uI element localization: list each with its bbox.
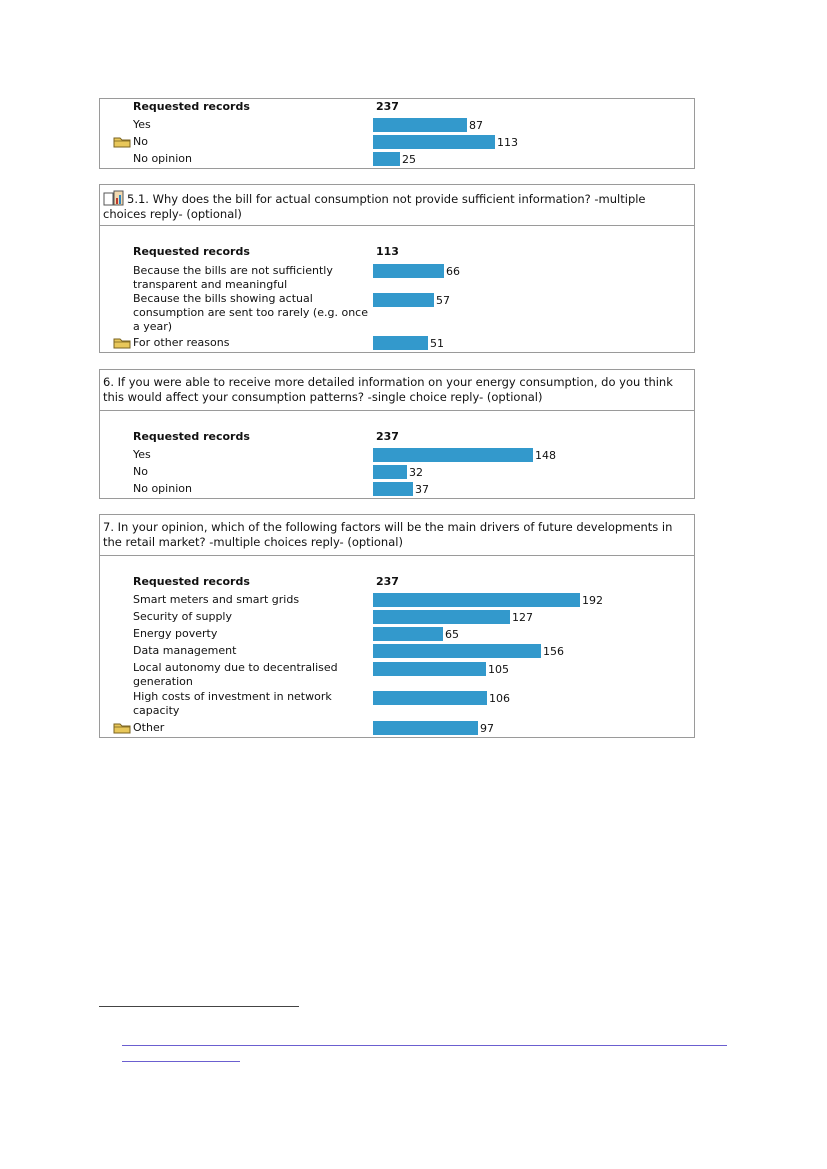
option-count: 25 [402,153,416,166]
option-bar [373,336,428,350]
option-count: 113 [497,136,518,149]
question-panel-7: 7. In your opinion, which of the followi… [99,514,695,738]
option-bar [373,610,510,624]
option-bar [373,627,443,641]
option-label: Local autonomy due to decentralised gene… [133,661,338,688]
option-count: 37 [415,483,429,496]
question-text-wrap: 5.1. Why does the bill for actual consum… [103,190,691,222]
option-count: 66 [446,265,460,278]
option-bar [373,465,407,479]
option-label: Data management [133,644,237,657]
folder-icon [113,338,131,349]
option-count: 106 [489,692,510,705]
option-label: Yes [133,448,151,461]
option-label: No opinion [133,152,192,165]
option-count: 51 [430,337,444,350]
question-text: 5.1. Why does the bill for actual consum… [103,192,646,221]
option-label: Yes [133,118,151,131]
requested-records-label: Requested records [133,100,250,113]
requested-records-value: 237 [376,100,399,113]
requested-records-label: Requested records [133,245,250,258]
option-bar [373,264,444,278]
option-label: Because the bills are not sufficiently t… [133,264,333,291]
option-bar [373,691,487,705]
question-header: 6. If you were able to receive more deta… [100,370,694,411]
question-header: 7. In your opinion, which of the followi… [100,515,694,556]
option-label: Energy poverty [133,627,218,640]
option-label: Smart meters and smart grids [133,593,300,606]
option-label: No opinion [133,482,192,495]
option-bar [373,593,580,607]
option-bar [373,448,533,462]
footnote-separator [99,1006,299,1007]
option-count: 105 [488,663,509,676]
option-count: 32 [409,466,423,479]
option-bar [373,293,434,307]
chart-report-icon [103,190,124,206]
question-header: 5.1. Why does the bill for actual consum… [100,185,694,226]
option-label: No [133,465,148,478]
option-count: 97 [480,722,494,735]
option-count: 156 [543,645,564,658]
option-count: 192 [582,594,603,607]
option-bar [373,644,541,658]
question-text: 6. If you were able to receive more deta… [103,375,673,404]
option-label: High costs of investment in network capa… [133,690,332,717]
option-count: 87 [469,119,483,132]
footnote-link-continued[interactable] [122,1061,240,1062]
option-label: Other [133,721,165,734]
option-count: 57 [436,294,450,307]
option-bar [373,135,495,149]
question-text: 7. In your opinion, which of the followi… [103,520,673,549]
option-bar [373,482,413,496]
option-label: No [133,135,148,148]
folder-icon [113,137,131,148]
option-bar [373,152,400,166]
question-panel-6: 6. If you were able to receive more deta… [99,369,695,499]
option-count: 127 [512,611,533,624]
footnote-link[interactable] [122,1045,727,1046]
requested-records-value: 237 [376,430,399,443]
option-label: Because the bills showing actual consump… [133,292,368,333]
option-label: For other reasons [133,336,230,349]
option-count: 148 [535,449,556,462]
requested-records-label: Requested records [133,430,250,443]
folder-icon [113,723,131,734]
option-label: Security of supply [133,610,232,623]
requested-records-label: Requested records [133,575,250,588]
option-bar [373,721,478,735]
option-bar [373,662,486,676]
requested-records-value: 113 [376,245,399,258]
option-bar [373,118,467,132]
option-count: 65 [445,628,459,641]
requested-records-value: 237 [376,575,399,588]
results-panel-1: Requested records 237 Yes 87 No 113 No o… [99,98,695,169]
question-panel-5-1: 5.1. Why does the bill for actual consum… [99,184,695,353]
